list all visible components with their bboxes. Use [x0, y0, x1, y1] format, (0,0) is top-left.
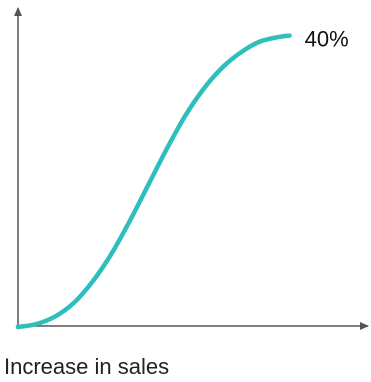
series-line	[15, 33, 292, 330]
end-label: 40%	[305, 27, 349, 52]
x-axis-label: Increase in sales	[4, 354, 169, 379]
